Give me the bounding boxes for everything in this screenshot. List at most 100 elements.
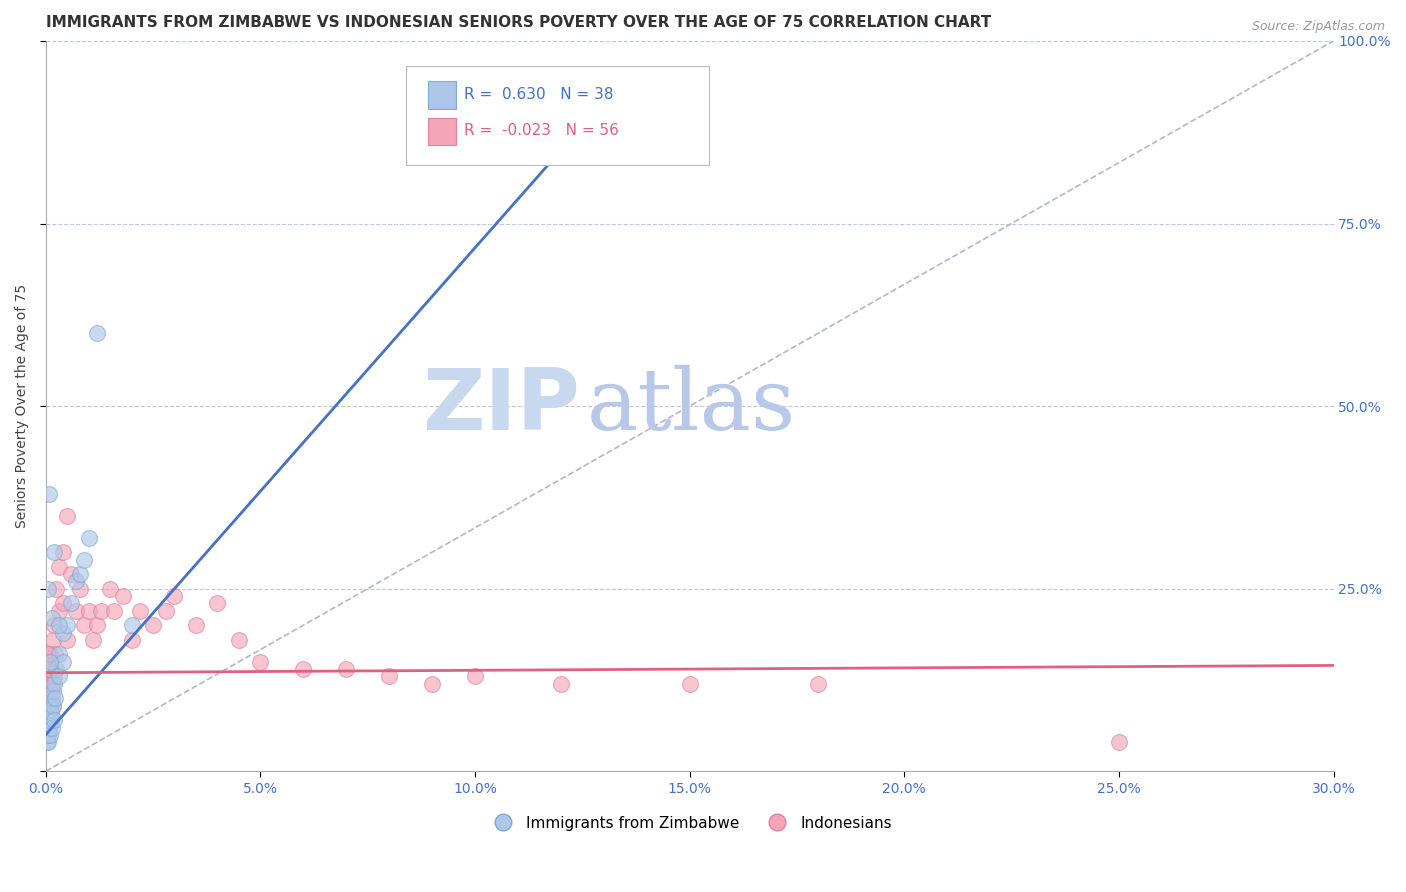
Point: [60, 567, 83, 582]
Point: [39, 728, 62, 742]
Point: [56, 632, 79, 647]
Point: [39, 684, 62, 698]
Point: [378, 669, 401, 683]
Point: [420, 676, 443, 690]
Point: [52, 655, 75, 669]
Point: [42, 698, 65, 713]
FancyBboxPatch shape: [406, 67, 709, 165]
Point: [38, 713, 60, 727]
Point: [37, 691, 59, 706]
Point: [41, 632, 63, 647]
Point: [1108, 735, 1130, 749]
Point: [35, 706, 58, 720]
Point: [163, 589, 186, 603]
Point: [56, 618, 79, 632]
Point: [39, 698, 62, 713]
Point: [86, 618, 108, 632]
Point: [41, 698, 63, 713]
Point: [38, 655, 60, 669]
Point: [77, 604, 100, 618]
Point: [129, 604, 152, 618]
Point: [292, 662, 315, 676]
Point: [37, 721, 59, 735]
Point: [41, 691, 63, 706]
Point: [807, 676, 830, 690]
Point: [48, 559, 70, 574]
Text: IMMIGRANTS FROM ZIMBABWE VS INDONESIAN SENIORS POVERTY OVER THE AGE OF 75 CORREL: IMMIGRANTS FROM ZIMBABWE VS INDONESIAN S…: [45, 15, 991, 30]
Point: [111, 589, 134, 603]
Point: [48, 618, 70, 632]
Point: [44, 691, 66, 706]
Point: [38, 706, 60, 720]
Point: [48, 604, 70, 618]
Point: [228, 632, 250, 647]
Point: [38, 487, 60, 501]
Point: [52, 596, 75, 610]
Point: [48, 648, 70, 662]
Point: [37, 735, 59, 749]
Point: [35, 728, 58, 742]
Point: [335, 662, 357, 676]
Bar: [429, 118, 457, 145]
Point: [35, 676, 58, 690]
Point: [142, 618, 165, 632]
Text: Source: ZipAtlas.com: Source: ZipAtlas.com: [1251, 20, 1385, 33]
Text: R =  0.630   N = 38: R = 0.630 N = 38: [464, 87, 613, 102]
Text: ZIP: ZIP: [422, 365, 581, 448]
Point: [41, 721, 63, 735]
Point: [39, 713, 62, 727]
Point: [56, 508, 79, 523]
Point: [52, 625, 75, 640]
Point: [44, 618, 66, 632]
Point: [42, 684, 65, 698]
Point: [184, 618, 207, 632]
Point: [65, 604, 87, 618]
Point: [65, 574, 87, 589]
Point: [38, 713, 60, 727]
Point: [550, 676, 572, 690]
Legend: Immigrants from Zimbabwe, Indonesians: Immigrants from Zimbabwe, Indonesians: [481, 810, 898, 837]
Point: [98, 582, 121, 596]
Point: [37, 669, 59, 683]
Point: [39, 706, 62, 720]
Point: [41, 611, 63, 625]
Point: [41, 676, 63, 690]
Point: [77, 531, 100, 545]
Point: [39, 655, 62, 669]
Point: [45, 662, 67, 676]
Point: [86, 326, 108, 340]
Point: [155, 604, 177, 618]
Point: [44, 545, 66, 559]
Point: [69, 567, 91, 582]
Text: R =  -0.023   N = 56: R = -0.023 N = 56: [464, 123, 619, 138]
Point: [39, 662, 62, 676]
Point: [73, 552, 96, 566]
Point: [35, 735, 58, 749]
Point: [249, 655, 271, 669]
Point: [38, 721, 60, 735]
Point: [37, 648, 59, 662]
Point: [103, 604, 125, 618]
Point: [207, 596, 229, 610]
Text: atlas: atlas: [586, 365, 796, 448]
Point: [37, 728, 59, 742]
Point: [39, 691, 62, 706]
Point: [37, 662, 59, 676]
Point: [48, 669, 70, 683]
Point: [82, 632, 104, 647]
Point: [37, 582, 59, 596]
Point: [121, 632, 143, 647]
Point: [44, 648, 66, 662]
Point: [69, 582, 91, 596]
Point: [44, 676, 66, 690]
Point: [44, 669, 66, 683]
Bar: [429, 81, 457, 109]
Point: [39, 662, 62, 676]
Point: [39, 648, 62, 662]
Point: [60, 596, 83, 610]
Point: [52, 545, 75, 559]
Point: [45, 582, 67, 596]
Point: [73, 618, 96, 632]
Point: [464, 669, 486, 683]
Point: [38, 698, 60, 713]
